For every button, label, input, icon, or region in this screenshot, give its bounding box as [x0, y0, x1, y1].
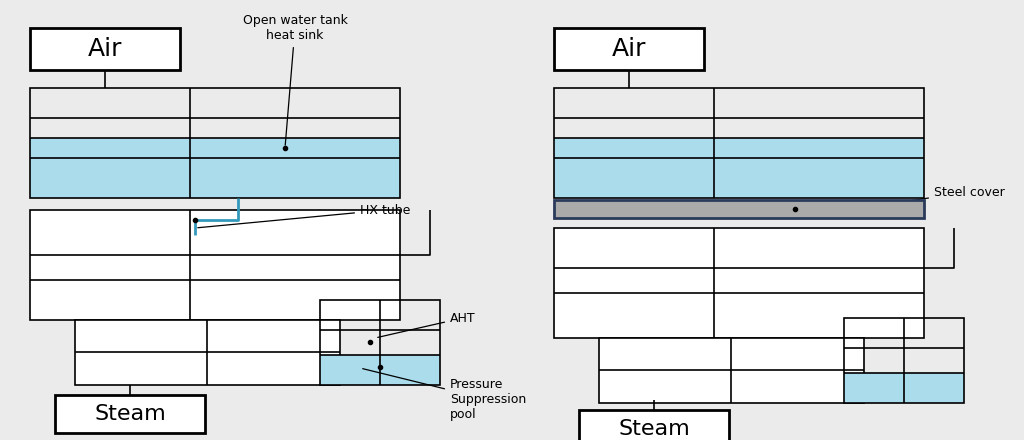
Text: Air: Air — [88, 37, 122, 61]
Text: HX tube: HX tube — [198, 203, 411, 228]
Bar — [554, 158, 924, 178]
Bar — [319, 355, 440, 385]
Text: Air: Air — [611, 37, 646, 61]
Bar — [30, 178, 400, 198]
Text: Pressure
Suppression
pool: Pressure Suppression pool — [362, 369, 526, 421]
Bar — [75, 320, 340, 385]
Bar — [844, 318, 964, 403]
Bar — [554, 200, 924, 218]
Text: Open water tank
heat sink: Open water tank heat sink — [243, 14, 347, 145]
Bar — [55, 395, 205, 433]
Bar — [554, 228, 924, 338]
Bar — [579, 410, 729, 440]
Bar — [30, 88, 400, 198]
Bar — [554, 178, 924, 198]
Text: Steam: Steam — [618, 419, 690, 439]
Text: AHT: AHT — [378, 312, 475, 337]
Bar — [844, 373, 964, 403]
Bar — [554, 138, 924, 158]
Bar — [30, 138, 400, 158]
Text: Steel cover: Steel cover — [857, 186, 1005, 209]
Bar — [30, 158, 400, 178]
Bar — [599, 338, 864, 403]
Bar — [30, 210, 400, 320]
Bar — [30, 28, 180, 70]
Bar — [554, 88, 924, 198]
Text: Steam: Steam — [94, 404, 166, 424]
Bar — [554, 28, 705, 70]
Bar — [319, 300, 440, 385]
